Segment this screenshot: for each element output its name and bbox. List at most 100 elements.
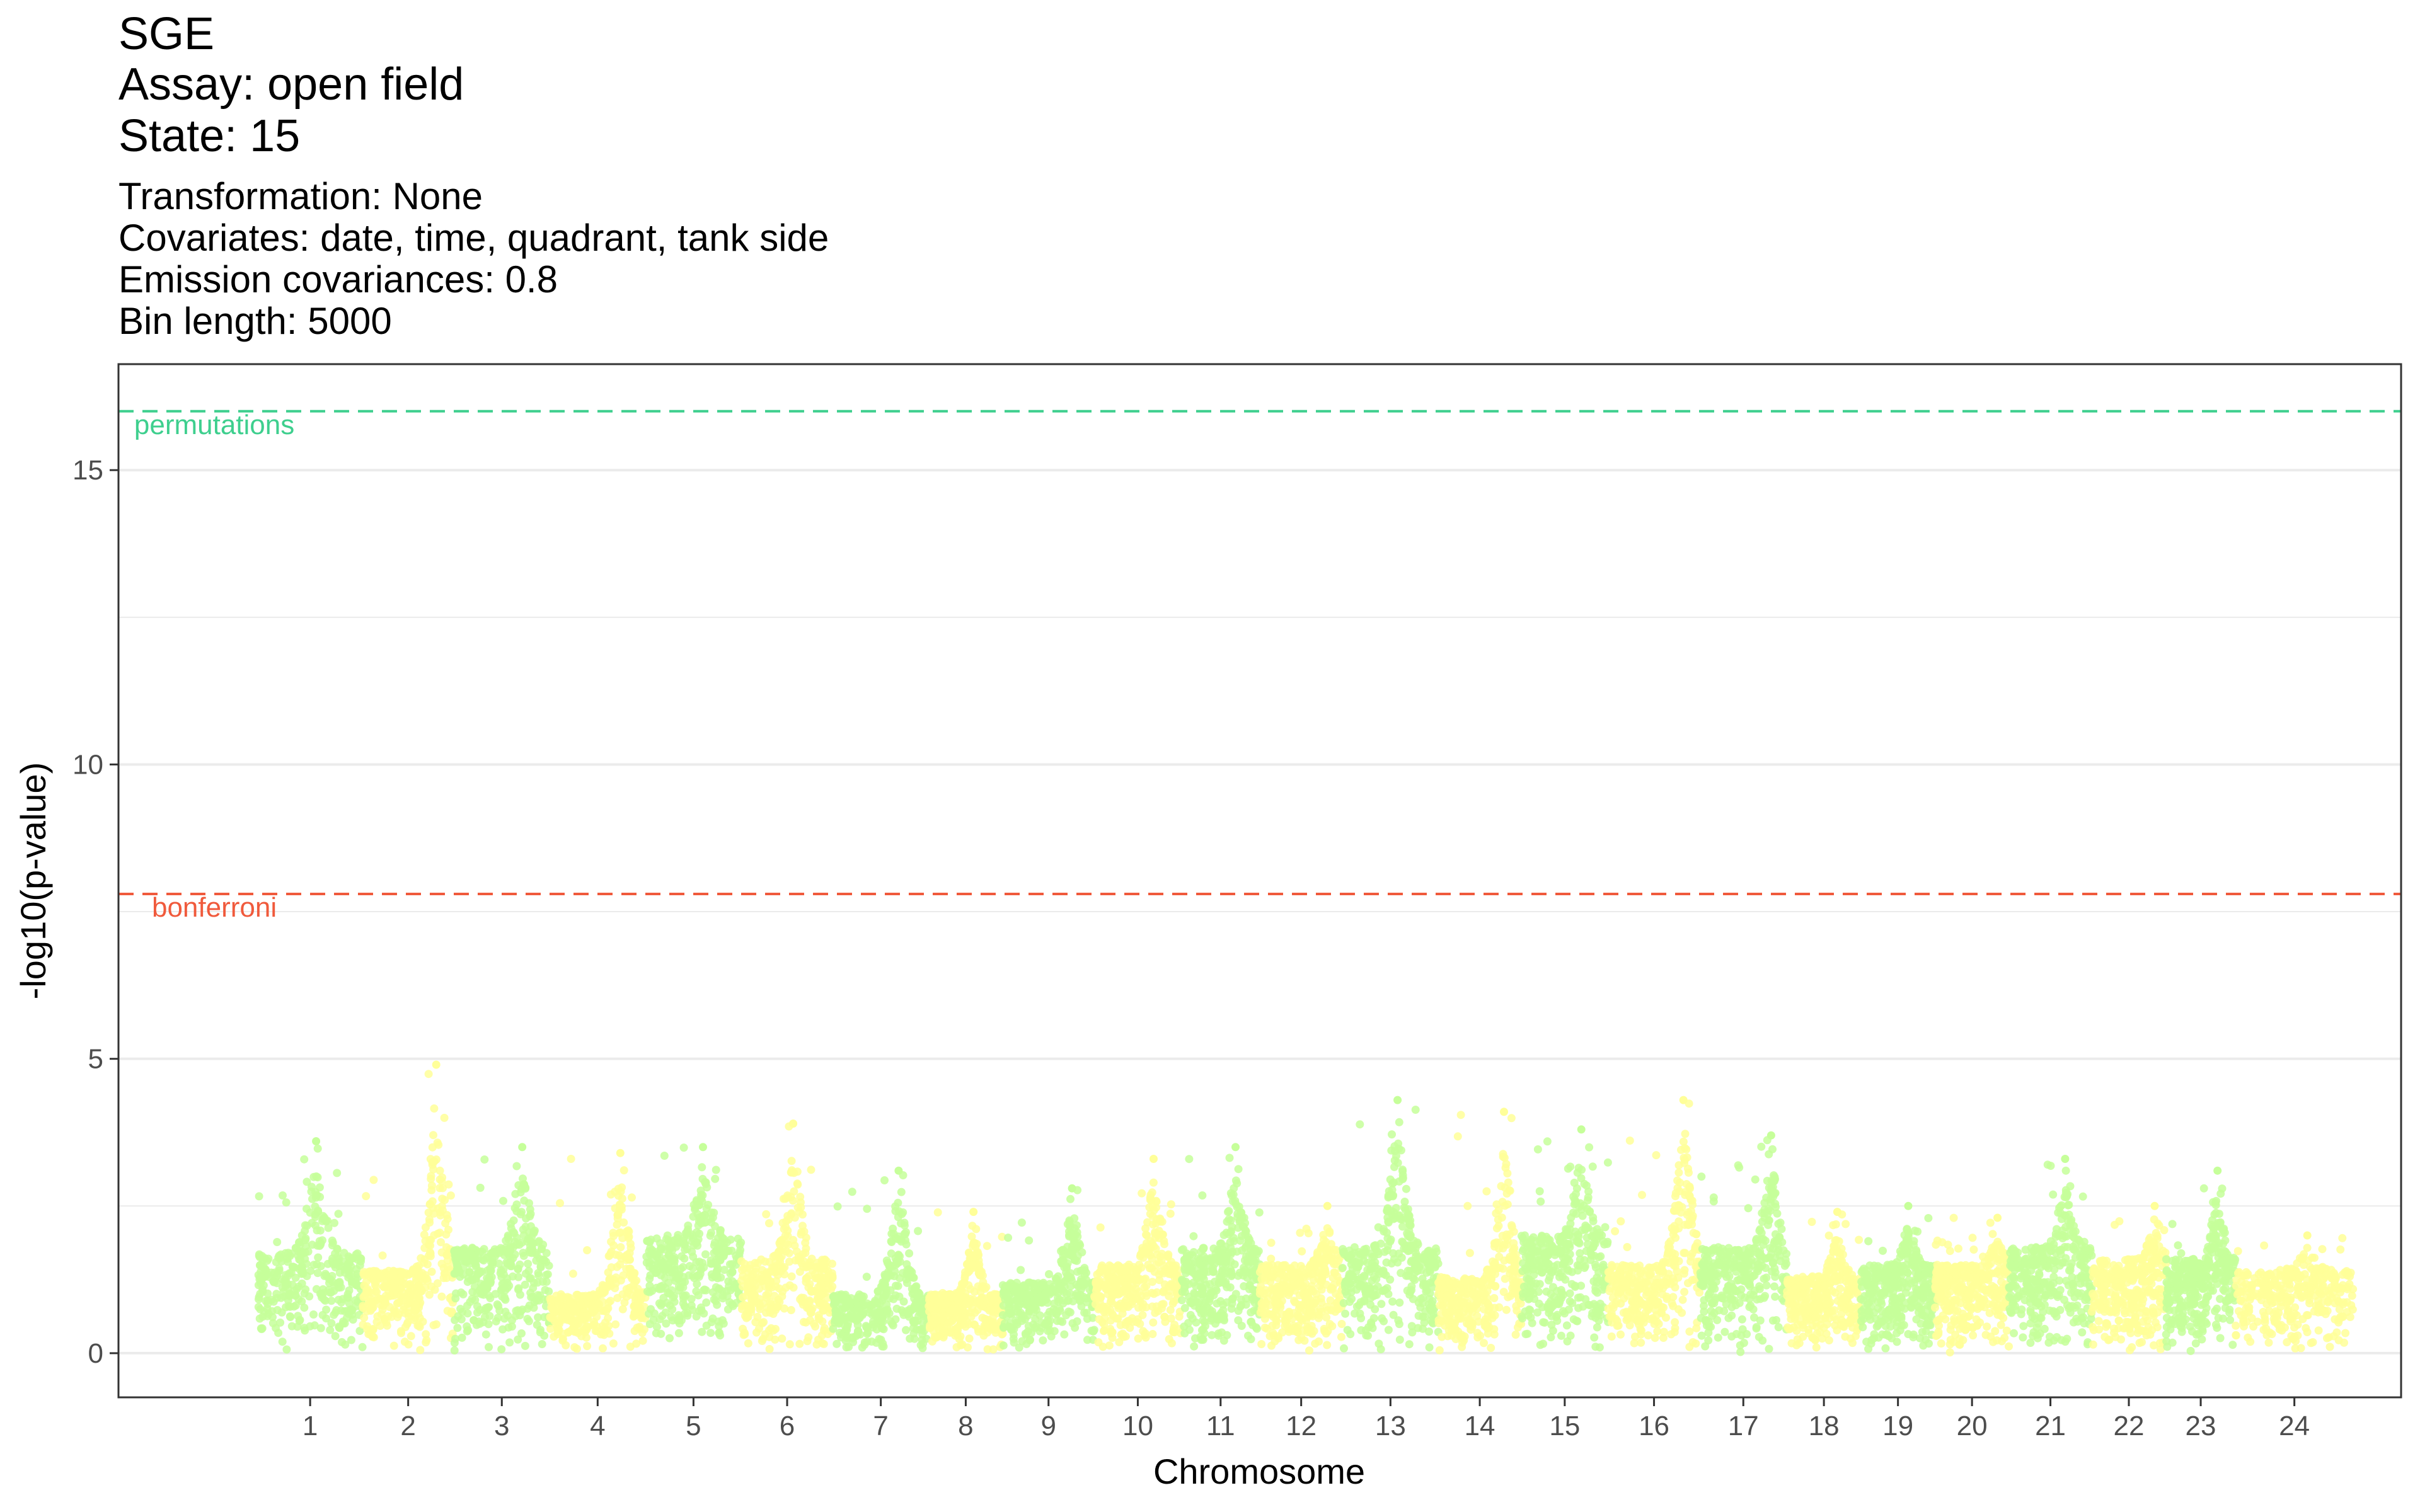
data-point	[1155, 1276, 1164, 1285]
data-point	[800, 1257, 809, 1266]
data-point	[583, 1342, 592, 1351]
data-point	[762, 1210, 771, 1218]
data-point	[313, 1241, 322, 1250]
data-point	[1400, 1198, 1409, 1206]
data-point	[1368, 1276, 1376, 1285]
data-point	[556, 1199, 564, 1208]
data-point	[430, 1104, 439, 1113]
data-point	[1248, 1320, 1257, 1329]
data-point	[467, 1251, 476, 1259]
data-point	[1361, 1248, 1370, 1257]
data-point	[519, 1225, 527, 1234]
data-point	[1054, 1272, 1063, 1281]
data-point	[611, 1204, 619, 1213]
data-point	[526, 1222, 535, 1230]
data-point	[1304, 1229, 1313, 1237]
data-point	[1072, 1289, 1081, 1298]
data-point	[692, 1287, 701, 1296]
data-point	[327, 1319, 336, 1327]
data-point	[1017, 1266, 1025, 1274]
data-point	[880, 1176, 889, 1184]
data-point	[952, 1305, 961, 1314]
data-point	[1507, 1221, 1516, 1230]
data-point	[784, 1240, 792, 1249]
data-point	[972, 1225, 981, 1234]
data-point	[649, 1264, 658, 1273]
data-point	[330, 1218, 338, 1227]
data-point	[439, 1264, 448, 1273]
data-point	[763, 1293, 771, 1302]
data-point	[435, 1184, 444, 1193]
data-point	[787, 1209, 796, 1218]
data-point	[719, 1244, 728, 1252]
data-point	[1321, 1268, 1330, 1276]
data-point	[696, 1303, 705, 1312]
data-point	[306, 1266, 315, 1275]
data-point	[744, 1339, 752, 1348]
data-point	[1328, 1322, 1337, 1331]
data-point	[862, 1323, 871, 1332]
data-point	[832, 1316, 841, 1325]
data-point	[1164, 1250, 1173, 1259]
data-point	[926, 1300, 934, 1309]
plot-title-line-3: State: 15	[118, 111, 300, 161]
data-point	[345, 1266, 354, 1274]
data-point	[880, 1270, 889, 1279]
data-point	[1030, 1303, 1039, 1312]
data-point	[533, 1320, 541, 1329]
data-point	[280, 1276, 289, 1285]
data-point	[1401, 1205, 1410, 1214]
data-point	[1058, 1256, 1067, 1264]
data-point	[726, 1235, 735, 1244]
data-point	[1219, 1336, 1228, 1345]
data-point	[270, 1268, 279, 1277]
data-point	[376, 1322, 384, 1330]
data-point	[1211, 1278, 1219, 1286]
data-point	[396, 1327, 405, 1336]
data-point	[1066, 1194, 1075, 1203]
data-point	[347, 1336, 355, 1344]
data-point	[1398, 1175, 1407, 1184]
data-point	[802, 1274, 810, 1283]
data-point	[360, 1281, 369, 1290]
data-point	[333, 1169, 342, 1177]
data-point	[1032, 1322, 1040, 1331]
chromosome-5-points	[642, 1143, 746, 1343]
data-point	[496, 1269, 505, 1278]
data-point	[1405, 1233, 1414, 1242]
data-point	[736, 1246, 745, 1254]
data-point	[378, 1251, 387, 1260]
data-point	[567, 1155, 575, 1163]
data-point	[1282, 1282, 1291, 1290]
data-point	[652, 1234, 661, 1243]
data-point	[1340, 1344, 1348, 1353]
data-point	[1230, 1237, 1238, 1246]
data-point	[771, 1282, 780, 1291]
data-point	[1426, 1289, 1434, 1298]
data-point	[1379, 1266, 1388, 1275]
data-point	[648, 1256, 657, 1264]
data-point	[1435, 1346, 1444, 1354]
data-point	[1299, 1273, 1308, 1281]
data-point	[1050, 1327, 1059, 1336]
data-point	[1112, 1314, 1121, 1323]
data-point	[1194, 1270, 1203, 1278]
data-point	[1345, 1280, 1354, 1288]
data-point	[1265, 1310, 1274, 1319]
grid-lines	[118, 469, 2401, 1354]
peak-point	[1231, 1143, 1240, 1152]
data-point	[1367, 1320, 1376, 1329]
data-point	[718, 1292, 727, 1300]
data-point	[305, 1292, 314, 1301]
data-point	[256, 1324, 265, 1333]
data-point	[540, 1313, 548, 1322]
chromosome-6-points	[737, 1120, 837, 1353]
data-point	[999, 1341, 1008, 1350]
data-point	[765, 1344, 774, 1353]
data-point	[1082, 1309, 1091, 1317]
data-point	[863, 1337, 872, 1346]
data-point	[517, 1239, 526, 1247]
data-point	[1270, 1337, 1279, 1346]
data-point	[594, 1300, 603, 1309]
data-point	[420, 1230, 429, 1239]
